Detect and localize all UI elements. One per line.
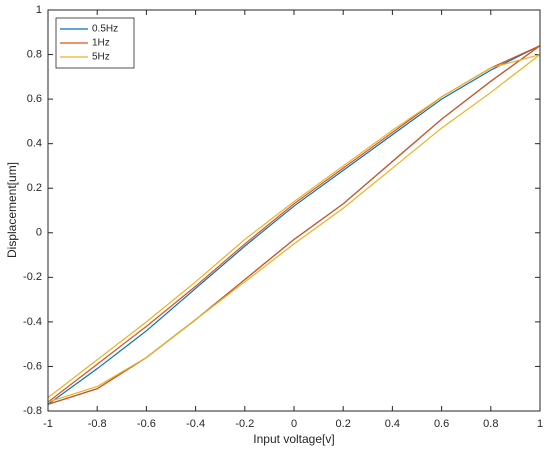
y-tick-label: 0.4 [27,138,42,150]
x-tick-label: 0.2 [336,418,351,430]
x-tick-label: 0.4 [385,418,400,430]
x-tick-label: 0.8 [483,418,498,430]
legend-label: 0.5Hz [92,24,118,35]
x-tick-label: -1 [43,418,53,430]
y-tick-label: 0 [36,227,42,239]
legend-label: 1Hz [92,38,110,49]
y-tick-label: -0.6 [23,360,42,372]
y-axis-title: Displacement[um] [5,162,19,258]
x-tick-label: -0.6 [137,418,156,430]
x-axis-title: Input voltage[v] [253,432,334,446]
y-tick-label: 0.6 [27,93,42,105]
x-tick-label: 1 [537,418,543,430]
x-tick-label: 0 [291,418,297,430]
axes-box [47,9,541,412]
x-tick-label: 0.6 [434,418,449,430]
y-tick-label: 0.2 [27,182,42,194]
y-tick-label: 1 [36,4,42,16]
y-tick-label: 0.8 [27,48,42,60]
plot-area [48,10,540,411]
x-tick-label: -0.4 [186,418,205,430]
y-tick-label: -0.8 [23,405,42,417]
legend-label: 5Hz [92,52,110,63]
x-tick-label: -0.2 [235,418,254,430]
x-tick-label: -0.8 [88,418,107,430]
y-tick-label: -0.4 [23,316,42,328]
y-tick-label: -0.2 [23,271,42,283]
